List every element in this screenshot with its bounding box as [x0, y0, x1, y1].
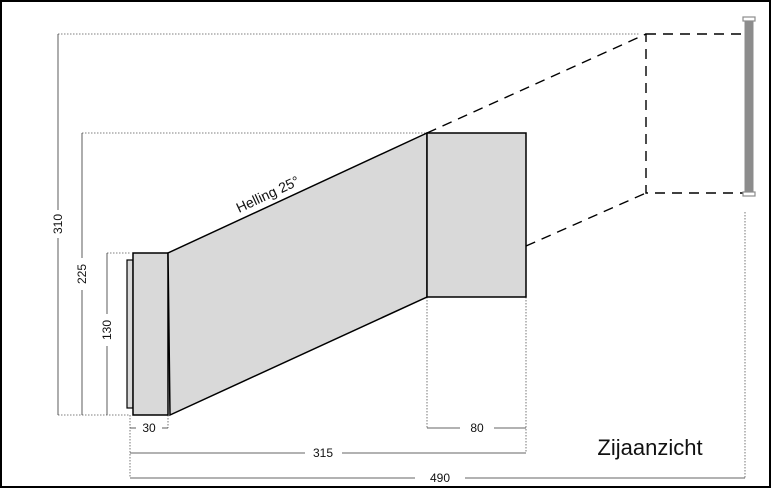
- dim-mid-height: 225: [75, 264, 89, 284]
- vertical-dimension-lines: [57, 34, 108, 415]
- dim-length-to-box: 315: [313, 446, 333, 460]
- horizontal-dimension-lines: [130, 427, 745, 479]
- dim-total-length: 490: [430, 471, 450, 485]
- dim-inlet-width: 30: [142, 421, 156, 435]
- inlet-flange: [126, 259, 134, 409]
- wall-strip: [744, 19, 754, 194]
- dim-inlet-height: 130: [100, 320, 114, 340]
- wall-cap-top: [742, 16, 756, 22]
- dim-total-height: 310: [51, 214, 65, 234]
- dim-box-width: 80: [470, 421, 484, 435]
- outlet-box: [426, 132, 527, 298]
- inlet-collar: [132, 252, 169, 416]
- extension-lines: [58, 33, 746, 478]
- view-title: Zijaanzicht: [597, 435, 702, 460]
- wall-cap-bottom: [742, 191, 756, 197]
- sloped-duct: [167, 131, 428, 417]
